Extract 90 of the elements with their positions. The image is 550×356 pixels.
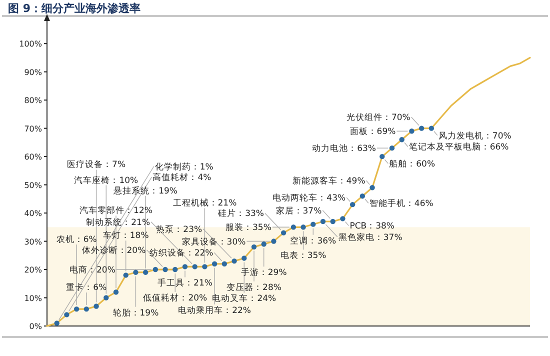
chart-title: 图 9：细分产业海外渗透率: [8, 2, 140, 15]
annotation: 悬挂系统：19%: [112, 185, 178, 196]
annotation: 家居：37%: [276, 205, 322, 216]
annotation: 电动两轮车：43%: [272, 192, 346, 204]
annotation: 手工具：21%: [158, 278, 212, 289]
annotation: 服装：35%: [226, 222, 272, 234]
y-tick-label: 70%: [24, 124, 42, 134]
annotation: 化学制药：1%: [154, 161, 214, 172]
y-tick-label: 80%: [24, 96, 42, 106]
annotation: 汽车座椅：10%: [74, 174, 138, 186]
point: [123, 272, 128, 278]
point: [428, 126, 434, 131]
y-tick-label: 90%: [24, 68, 42, 77]
annotation: 电表：35%: [280, 250, 326, 262]
y-tick-label: 0%: [29, 322, 42, 331]
point: [409, 128, 414, 134]
annotation: 变压器：28%: [226, 282, 282, 293]
annotation: 智能手机：46%: [369, 198, 434, 210]
annotation: 农机：6%: [56, 234, 97, 246]
point: [320, 218, 326, 224]
point: [142, 270, 148, 275]
point: [370, 185, 375, 190]
annotation: 硅片：33%: [217, 208, 264, 220]
point: [232, 258, 237, 264]
annotation: 工程机械：21%: [172, 198, 237, 209]
y-tick-label: 60%: [24, 152, 42, 162]
point: [133, 270, 138, 275]
y-tick-label: 40%: [24, 209, 42, 218]
point: [84, 306, 90, 312]
annotation: 制动系统：21%: [86, 216, 150, 228]
annotation: 汽车零部件：12%: [80, 205, 152, 216]
point: [389, 145, 395, 151]
annotation: 风力发电机：70%: [438, 130, 512, 142]
point: [380, 154, 385, 160]
annotation: 热泵：23%: [156, 224, 202, 235]
annotation: PCB：38%: [350, 222, 395, 232]
annotation: 低值耗材：20%: [143, 292, 208, 304]
point: [192, 264, 198, 270]
point: [212, 261, 218, 266]
point: [222, 261, 228, 266]
annotation: 笔记本及平板电脑：66%: [408, 142, 509, 153]
point: [310, 222, 316, 227]
annotation: 光伏组件：70%: [346, 112, 410, 124]
point: [399, 137, 404, 142]
point: [271, 238, 276, 244]
point: [64, 312, 70, 318]
point: [152, 266, 158, 272]
point: [251, 244, 257, 250]
point: [113, 290, 119, 295]
point: [261, 242, 266, 247]
point: [182, 264, 188, 270]
point: [350, 202, 356, 208]
point: [360, 193, 366, 199]
annotation: 电动乘用车：22%: [178, 304, 252, 316]
annotation: 黑色家电：37%: [338, 232, 402, 243]
annotation: 家具设备：30%: [182, 236, 246, 248]
annotation: 面板：69%: [350, 126, 396, 138]
annotation: 空调：36%: [290, 235, 336, 246]
annotation: 电动叉车：24%: [212, 293, 276, 304]
point: [300, 224, 306, 230]
point: [330, 218, 336, 224]
annotation: 医疗设备：7%: [67, 159, 126, 170]
y-tick-label: 30%: [24, 237, 42, 246]
annotation: 船舶：60%: [389, 158, 436, 170]
point: [418, 126, 424, 131]
annotation: 重卡：6%: [66, 282, 107, 294]
point: [340, 216, 346, 222]
annotation: 车灯：18%: [102, 230, 149, 242]
point: [54, 320, 60, 326]
annotation: 新能源客车：49%: [292, 176, 366, 187]
point: [74, 306, 80, 312]
point: [242, 256, 247, 261]
point: [290, 224, 296, 230]
y-tick-label: 50%: [24, 180, 42, 190]
annotation: 纺织设备：22%: [149, 248, 214, 259]
annotation: 体外诊断：20%: [82, 244, 146, 256]
annotation: 电商：20%: [70, 264, 116, 276]
point: [162, 266, 168, 272]
y-tick-label: 20%: [24, 266, 42, 275]
point: [94, 304, 99, 309]
y-tick-label: 10%: [24, 294, 42, 303]
annotation: 高值耗材：4%: [152, 172, 212, 184]
annotation: 手游：29%: [240, 267, 287, 278]
annotation: 动力电池：63%: [312, 143, 376, 154]
y-tick-label: 100%: [19, 40, 42, 49]
point: [280, 230, 286, 236]
point: [172, 266, 178, 272]
point: [202, 264, 208, 270]
point: [104, 295, 109, 300]
annotation: 轮胎：19%: [112, 307, 159, 318]
